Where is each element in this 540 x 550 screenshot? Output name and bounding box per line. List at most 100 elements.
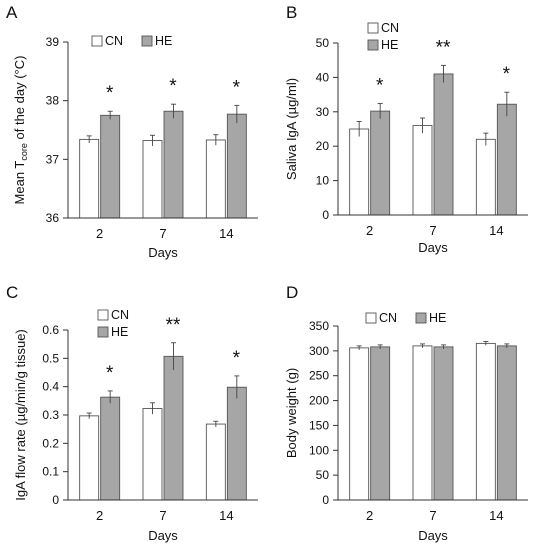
category-label: 14 [219,508,233,523]
bar-he [226,386,247,501]
bar-he [226,113,247,219]
bar-he [163,355,184,501]
significance-marker: * [106,83,114,104]
y-tick-label: 0.6 [42,323,59,337]
category-label: 7 [159,226,166,241]
significance-marker: * [169,76,177,97]
significance-marker: * [233,77,241,98]
legend-label-he: HE [111,325,128,339]
legend-swatch-he [97,326,109,338]
category-label: 2 [366,223,373,238]
significance-marker: * [376,76,384,97]
legend-label-cn: CN [111,308,129,322]
bar-cn [142,140,163,219]
bar-cn [79,415,100,501]
y-tick-label: 250 [309,369,329,383]
y-tick-label: 39 [46,35,60,49]
bar-cn [475,342,496,501]
bar-he [100,114,121,219]
y-tick-label: 0 [322,208,329,222]
significance-marker: * [233,348,241,369]
y-tick-label: 37 [46,152,60,166]
y-tick-label: 30 [316,105,330,119]
x-axis-title: Days [148,245,178,260]
panel-letter: D [286,283,298,302]
bar-cn [475,138,496,216]
bar-cn [349,347,370,501]
legend-swatch-cn [365,312,377,324]
y-tick-label: 38 [46,94,60,108]
legend-swatch-cn [91,35,103,47]
bar-he [370,346,391,501]
category-label: 2 [96,508,103,523]
legend-label-he: HE [155,34,172,48]
y-axis-title: Mean Tcore of the day (°C) [12,56,29,205]
bar-cn [79,138,100,219]
bar-he [433,73,454,216]
bar-cn [205,423,226,501]
y-tick-label: 100 [309,443,329,457]
y-axis-title: Saliva IgA (µg/ml) [284,78,299,180]
y-tick-label: 0.5 [42,351,59,365]
x-axis-title: Days [418,240,448,255]
legend-label-cn: CN [381,21,399,35]
y-tick-label: 300 [309,344,329,358]
y-tick-label: 0 [52,493,59,507]
bar-he [496,103,517,216]
panel-b: B 0 10 20 30 40 50 2 * 7 ** 14 * Days Saliva IgA (µg/m… [284,3,528,255]
bar-he [163,110,184,219]
bar-he [100,396,121,501]
x-axis-title: Days [418,528,448,543]
legend-swatch-he [141,35,153,47]
bar-cn [205,139,226,219]
category-label: 14 [219,226,233,241]
y-tick-label: 0.3 [42,408,59,422]
panel-letter: B [286,3,297,22]
y-tick-label: 36 [46,211,60,225]
y-axis-title: Body weight (g) [284,368,299,458]
legend-label-cn: CN [105,34,123,48]
y-tick-label: 50 [316,468,330,482]
legend-swatch-cn [367,22,379,34]
category-label: 7 [159,508,166,523]
category-label: 7 [429,508,436,523]
y-tick-label: 0.2 [42,436,59,450]
category-label: 2 [96,226,103,241]
category-label: 14 [489,508,503,523]
x-axis-title: Days [148,528,178,543]
bar-cn [412,125,433,216]
legend-swatch-cn [97,309,109,321]
category-label: 2 [366,508,373,523]
significance-marker: * [503,64,511,85]
significance-marker: ** [166,315,181,336]
y-tick-label: 20 [316,139,330,153]
bar-cn [349,128,370,216]
legend-label-he: HE [429,311,446,325]
panel-letter: C [6,283,18,302]
y-tick-label: 0 [322,493,329,507]
significance-marker: ** [436,37,451,58]
bar-he [433,346,454,501]
bar-he [496,345,517,501]
y-tick-label: 40 [316,70,330,84]
legend-label-cn: CN [379,311,397,325]
y-tick-label: 0.4 [42,380,59,394]
y-tick-label: 50 [316,36,330,50]
y-tick-label: 150 [309,418,329,432]
panel-d: D 0 50 100 150 200 250 300 350 2 7 14 Days Body weigh… [284,283,528,543]
legend-swatch-he [415,312,427,324]
panel-a: A 36 37 38 39 2 * 7 * 14 * Days Mean Tcore of the da… [6,3,258,260]
y-tick-label: 200 [309,394,329,408]
panel-c: C 0 0.1 0.2 0.3 0.4 0.5 0.6 2 * 7 ** 14 * Days IgA flow… [6,283,258,543]
significance-marker: * [106,363,114,384]
panel-letter: A [6,3,18,22]
y-tick-label: 350 [309,319,329,333]
y-tick-label: 0.1 [42,465,59,479]
y-axis-title: IgA flow rate (µg/min/g tissue) [13,329,28,501]
category-label: 7 [429,223,436,238]
y-tick-label: 10 [316,174,330,188]
category-label: 14 [489,223,503,238]
legend-label-he: HE [381,38,398,52]
bar-cn [412,345,433,501]
